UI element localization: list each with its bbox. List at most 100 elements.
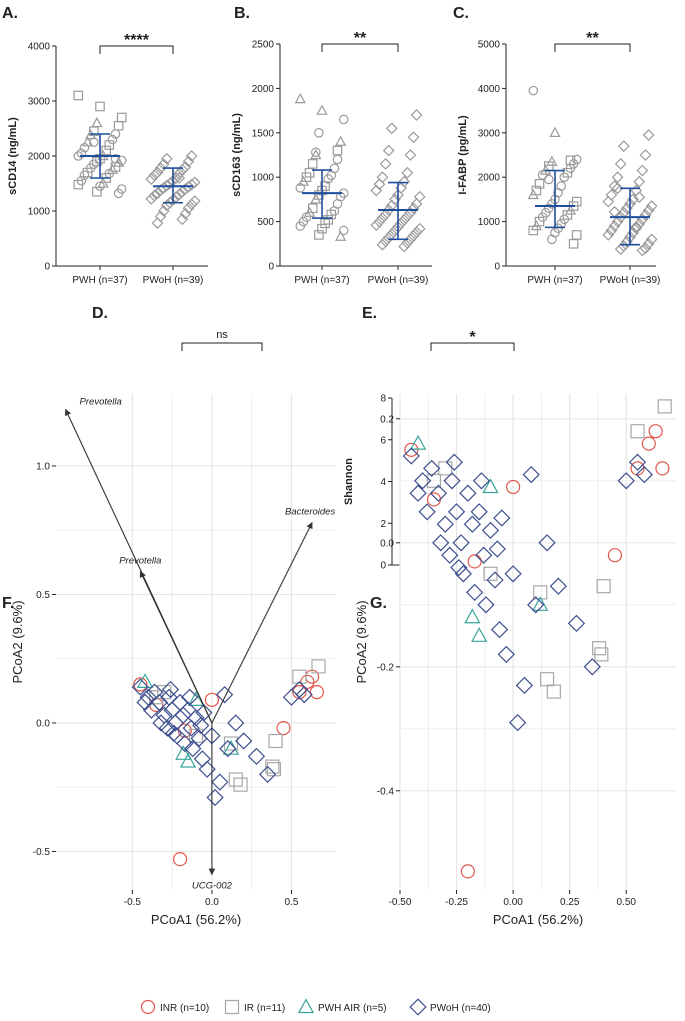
circle-marker — [79, 142, 90, 153]
diamond-marker — [385, 122, 398, 135]
diamond-marker-pwoh — [295, 686, 313, 704]
triangle-marker-pwh-air — [464, 608, 481, 624]
circle-marker-inr — [133, 677, 148, 692]
triangle-marker — [294, 92, 306, 104]
diamond-marker — [410, 109, 423, 121]
diamond-marker — [179, 207, 192, 220]
circle-marker — [110, 129, 121, 139]
diamond-marker-pwoh — [192, 716, 210, 735]
y-axis-title: I-FABP (pg/mL) — [457, 115, 469, 195]
triangle-marker — [564, 204, 577, 215]
diamond-marker — [413, 222, 426, 235]
circle-marker-inr — [641, 436, 656, 451]
y-tick-label: 4 — [380, 477, 386, 488]
diamond-marker — [151, 187, 164, 200]
significance-label: ns — [216, 329, 228, 341]
legend: INR (n=10) IR (n=11) PWH AIR (n=5) PWoH (n=… — [140, 998, 491, 1016]
diamond-marker-pwoh — [211, 773, 229, 791]
diamond-marker-pwoh — [452, 534, 470, 552]
square-marker — [332, 145, 343, 156]
y-tick-label: 2000 — [28, 152, 51, 163]
arrow-label: Prevotella — [80, 396, 122, 407]
diamond-marker — [382, 204, 395, 216]
diamond-marker-pwoh — [402, 447, 420, 465]
y-axis-title: PCoA2 (9.6%) — [10, 600, 25, 683]
circle-marker-inr — [467, 554, 482, 569]
triangle-marker-pwh-air — [532, 596, 549, 611]
diamond-marker — [185, 178, 198, 191]
diamond-marker-pwoh — [628, 453, 647, 471]
significance-label: **** — [124, 32, 150, 49]
diamond-marker — [413, 190, 426, 203]
diamond-marker-pwoh — [538, 534, 556, 552]
y-tick-label: -0.4 — [377, 786, 395, 797]
y-tick-label: 3000 — [478, 128, 501, 139]
diamond-marker — [157, 205, 170, 217]
diamond-marker — [182, 155, 195, 168]
diamond-marker — [145, 173, 158, 185]
diamond-marker-pwoh — [161, 680, 180, 699]
y-axis-title: sCD163 (ng/mL) — [231, 113, 243, 197]
circle-marker-inr — [460, 864, 475, 879]
y-tick-label: 1000 — [478, 217, 501, 228]
panel-label: F. — [2, 595, 14, 612]
square-marker — [571, 230, 582, 240]
significance-bracket — [99, 45, 174, 54]
loading-arrow — [211, 521, 313, 724]
diamond-marker-pwoh — [184, 740, 202, 758]
diamond-marker-pwoh — [180, 688, 199, 706]
square-marker — [113, 120, 124, 131]
diamond-marker-pwoh — [136, 693, 154, 712]
significance-bracket — [181, 342, 263, 351]
diamond-marker-pwoh — [635, 465, 653, 484]
diamond-marker — [410, 197, 423, 210]
diamond-marker-pwoh — [413, 472, 432, 490]
triangle-marker — [303, 206, 316, 217]
square-marker-ir — [657, 399, 672, 414]
diamond-marker-pwoh — [504, 565, 522, 583]
diamond-marker-pwoh — [475, 546, 493, 564]
square-marker — [528, 225, 539, 236]
diamond-marker-pwoh — [152, 714, 170, 732]
square-marker — [92, 186, 102, 197]
x-tick-label: -0.25 — [445, 897, 468, 908]
diamond-marker — [173, 172, 186, 184]
diamond-marker — [614, 157, 627, 170]
diamond-marker — [151, 217, 164, 229]
square-marker — [95, 101, 105, 112]
diamond-marker — [639, 209, 652, 221]
diamond-marker — [188, 195, 201, 207]
panel-label: B. — [234, 5, 250, 22]
triangle-marker — [112, 156, 125, 167]
y-tick-label: 0.0 — [380, 538, 394, 549]
diamond-marker-pwoh — [206, 788, 224, 807]
y-tick-label: 500 — [257, 217, 274, 228]
y-tick-label: 2000 — [252, 84, 275, 95]
y-axis-title: Shannon — [343, 458, 355, 505]
x-tick-label: 0.00 — [503, 897, 523, 908]
circle-marker — [310, 147, 321, 158]
diamond-marker — [614, 211, 627, 224]
circle-marker-inr — [204, 692, 220, 707]
diamond-marker — [636, 164, 649, 177]
triangle-marker — [316, 104, 328, 115]
y-tick-label: 3000 — [28, 97, 51, 108]
y-tick-label: 1500 — [252, 128, 275, 139]
diamond-marker — [385, 228, 398, 240]
triangle-marker — [530, 219, 543, 231]
significance-bracket — [554, 43, 631, 52]
y-axis-title: PCoA2 (9.6%) — [354, 600, 369, 683]
diamond-marker-pwoh — [617, 472, 635, 490]
circle-marker — [113, 188, 124, 199]
diamond-marker — [639, 242, 652, 255]
x-tick-label: PWoH (n=39) — [368, 275, 429, 286]
y-tick-label: 5000 — [478, 40, 501, 51]
square-marker-ir — [268, 733, 283, 749]
y-tick-label: 1000 — [28, 207, 51, 218]
diamond-marker — [602, 229, 615, 241]
diamond-marker-pwoh — [488, 540, 506, 558]
circle-marker-inr — [309, 685, 325, 700]
y-tick-label: 2000 — [478, 173, 501, 184]
diamond-marker-pwoh — [454, 565, 472, 583]
legend-square-icon — [224, 999, 240, 1015]
